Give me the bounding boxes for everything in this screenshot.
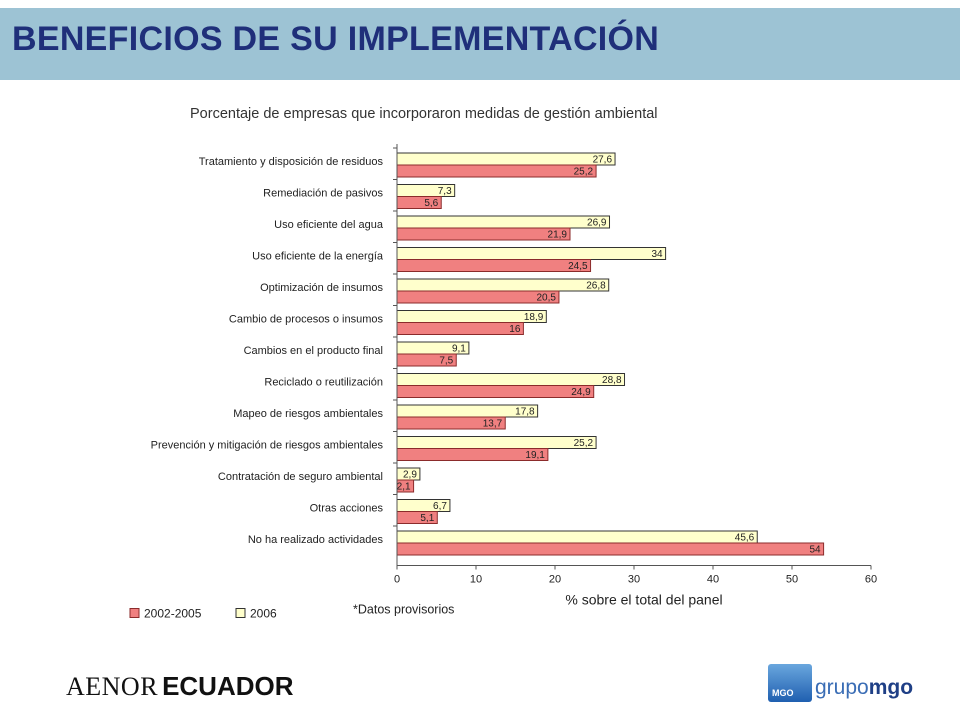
legend-swatch-2006 [235, 608, 246, 618]
data-label-2006: 28,8 [602, 375, 622, 386]
x-tick-label: 60 [865, 574, 877, 586]
bar-2002-2005 [396, 227, 571, 241]
legend-label-2002-2005: 2002-2005 [144, 607, 202, 621]
bar-2002-2005 [396, 322, 524, 335]
chart-note: *Datos provisorios [353, 603, 454, 617]
data-label-2006: 7,3 [438, 186, 452, 197]
data-label-2006: 18,9 [524, 312, 544, 323]
data-label-2006: 25,2 [574, 438, 594, 449]
category-label: Remediación de pasivos [263, 188, 383, 200]
data-label-2002-2005: 5,6 [424, 198, 438, 209]
category-label: Cambio de procesos o insumos [229, 314, 384, 326]
data-label-2002-2005: 5,1 [420, 513, 434, 524]
data-label-2002-2005: 25,2 [574, 167, 594, 178]
bar-2002-2005 [396, 164, 597, 178]
category-label: Mapeo de riesgos ambientales [233, 408, 383, 420]
category-label: Uso eficiente del agua [274, 219, 384, 231]
data-label-2006: 17,8 [515, 407, 535, 418]
bar-2006 [396, 373, 626, 386]
bar-2006 [396, 436, 597, 449]
x-tick-label: 20 [549, 574, 561, 586]
category-label: Optimización de insumos [260, 282, 383, 294]
x-axis-label: % sobre el total del panel [565, 592, 722, 608]
data-label-2002-2005: 13,7 [483, 419, 503, 430]
bar-2006 [396, 215, 611, 229]
category-label: Reciclado o reutilización [264, 377, 383, 389]
x-tick-label: 0 [394, 574, 400, 586]
x-tick-label: 50 [786, 574, 798, 586]
bar-2002-2005 [396, 542, 825, 556]
bar-2006 [396, 278, 610, 292]
data-label-2002-2005: 7,5 [439, 356, 453, 367]
category-label: Tratamiento y disposición de residuos [199, 156, 384, 168]
mgo-box-label: MGO [772, 688, 794, 698]
category-label: Otras acciones [310, 503, 384, 515]
category-label: Cambios en el producto final [244, 345, 383, 357]
category-label: No ha realizado actividades [248, 534, 384, 546]
data-label-2006: 26,8 [586, 281, 606, 292]
mgo-logo-icon: MGO [768, 664, 812, 702]
legend-swatch-2002-2005 [129, 608, 140, 618]
data-label-2002-2005: 21,9 [548, 230, 568, 241]
data-label-2002-2005: 2,1 [397, 482, 411, 493]
bar-2006 [396, 152, 616, 166]
mgo-logo-text: grupomgo [815, 676, 913, 700]
data-label-2002-2005: 24,9 [571, 387, 591, 398]
data-label-2002-2005: 20,5 [536, 293, 556, 304]
data-label-2006: 9,1 [452, 344, 466, 355]
data-label-2006: 2,9 [403, 470, 417, 481]
category-label: Prevención y mitigación de riesgos ambie… [151, 440, 384, 452]
bar-2006 [396, 247, 667, 260]
mgo-text-grupo: grupo [815, 676, 869, 699]
bar-2002-2005 [396, 259, 592, 272]
bar-2006 [396, 530, 758, 544]
data-label-2002-2005: 19,1 [525, 450, 545, 461]
ecuador-logo-text: ECUADOR [162, 671, 294, 701]
grupo-mgo-logo: MGO grupomgo [768, 664, 918, 706]
data-label-2006: 34 [651, 249, 663, 260]
bar-2002-2005 [396, 385, 595, 398]
mgo-text-mgo: mgo [868, 676, 914, 699]
chart-title: Porcentaje de empresas que incorporaron … [190, 106, 658, 122]
x-tick-label: 10 [470, 574, 482, 586]
data-label-2006: 45,6 [735, 533, 755, 544]
aenor-logo-text: AENOR [66, 672, 159, 701]
data-label-2002-2005: 24,5 [568, 261, 588, 272]
x-tick-label: 30 [628, 574, 640, 586]
aenor-ecuador-logo: AENOR ECUADOR [66, 671, 294, 702]
bar-2002-2005 [396, 290, 560, 304]
category-label: Contratación de seguro ambiental [218, 471, 383, 483]
data-label-2006: 6,7 [433, 501, 447, 512]
data-label-2002-2005: 54 [809, 545, 821, 556]
title-banner: BENEFICIOS DE SU IMPLEMENTACIÓN [0, 8, 960, 80]
category-label: Uso eficiente de la energía [252, 251, 384, 263]
x-tick-label: 40 [707, 574, 719, 586]
data-label-2006: 26,9 [587, 218, 607, 229]
data-label-2006: 27,6 [593, 155, 613, 166]
page-title: BENEFICIOS DE SU IMPLEMENTACIÓN [12, 20, 660, 58]
legend-label-2006: 2006 [250, 607, 277, 621]
data-label-2002-2005: 16 [509, 324, 521, 335]
